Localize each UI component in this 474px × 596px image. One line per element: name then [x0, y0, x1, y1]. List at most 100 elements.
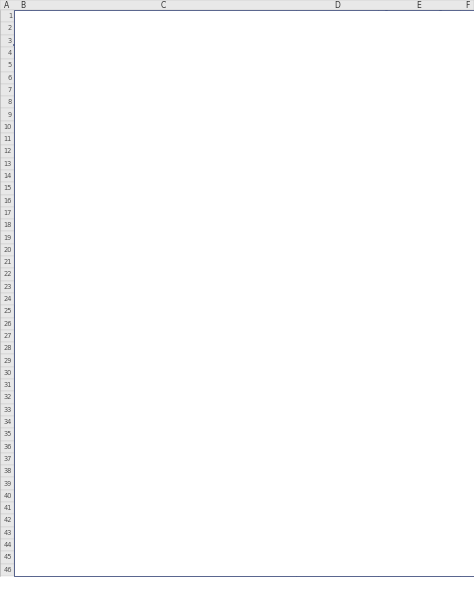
Bar: [0, 392, 14, 403]
Text: Total current liabilities: Total current liabilities: [33, 405, 126, 414]
Bar: [0, 502, 14, 514]
Text: Assets: Assets: [17, 48, 53, 58]
Text: 4,389: 4,389: [350, 504, 374, 513]
Text: Total owner's equity: Total owner's equity: [33, 528, 117, 537]
Bar: [14, 59, 474, 72]
Text: Total Assets: Total Assets: [17, 282, 83, 292]
Text: Deferred income tax: Deferred income tax: [49, 442, 136, 451]
Text: $: $: [302, 282, 309, 292]
Text: -: -: [371, 257, 374, 266]
Bar: [14, 305, 474, 318]
Bar: [14, 330, 474, 342]
Text: 37: 37: [4, 456, 12, 462]
Text: $: $: [302, 209, 307, 218]
Text: 17: 17: [4, 210, 12, 216]
Bar: [0, 514, 14, 527]
Text: 9/29/2008: 9/29/2008: [422, 24, 472, 33]
Text: 28: 28: [3, 345, 12, 351]
Bar: [0, 22, 14, 35]
Text: 8: 8: [8, 100, 12, 105]
Text: Liabilities and Owner's Equity: Liabilities and Owner's Equity: [17, 306, 182, 316]
Text: D: D: [334, 1, 340, 10]
Text: 14,348: 14,348: [345, 209, 374, 218]
Text: 1,208: 1,208: [350, 159, 374, 168]
Text: Current Liabilities: Current Liabilities: [33, 319, 121, 328]
Text: Current portion of long-term debt: Current portion of long-term debt: [49, 393, 190, 402]
Bar: [14, 281, 474, 293]
Bar: [14, 182, 474, 194]
Text: 11,874: 11,874: [345, 73, 374, 82]
Text: $: $: [384, 257, 389, 266]
Text: 7,178: 7,178: [350, 491, 374, 501]
Text: -: -: [453, 135, 456, 144]
Bar: [0, 293, 14, 305]
Text: 11,874: 11,874: [345, 135, 374, 144]
Text: 45: 45: [3, 554, 12, 560]
Bar: [14, 47, 474, 59]
Bar: [14, 207, 474, 219]
Text: 6: 6: [8, 74, 12, 80]
Text: 32: 32: [4, 395, 12, 401]
Text: 44: 44: [3, 542, 12, 548]
Text: Current Assets: Current Assets: [33, 61, 105, 70]
Bar: [14, 35, 474, 47]
Bar: [0, 108, 14, 121]
Text: $: $: [384, 467, 389, 476]
Text: 24: 24: [3, 296, 12, 302]
Bar: [14, 551, 474, 563]
Text: 46: 46: [3, 567, 12, 573]
Bar: [14, 514, 474, 527]
Bar: [0, 355, 14, 367]
Text: Long-term investments: Long-term investments: [49, 159, 147, 168]
Bar: [14, 268, 474, 281]
Text: 2007: 2007: [429, 48, 456, 58]
Bar: [14, 72, 474, 84]
Bar: [14, 121, 474, 133]
Text: 20: 20: [3, 247, 12, 253]
Bar: [14, 465, 474, 477]
Text: Total fixed assets: Total fixed assets: [33, 209, 106, 218]
Text: $: $: [302, 257, 307, 266]
Bar: [0, 256, 14, 268]
Text: 8,060: 8,060: [350, 331, 374, 340]
Bar: [14, 244, 474, 256]
Text: 25: 25: [3, 308, 12, 314]
Text: C: C: [161, 1, 166, 10]
Bar: [0, 551, 14, 563]
Text: F: F: [465, 1, 469, 10]
Text: Owner's Equity: Owner's Equity: [33, 479, 106, 488]
Text: 5: 5: [8, 63, 12, 69]
Bar: [0, 170, 14, 182]
Text: $: $: [384, 552, 391, 563]
Text: 26: 26: [3, 321, 12, 327]
Text: 3,450: 3,450: [350, 467, 374, 476]
Bar: [14, 256, 474, 268]
Text: -: -: [452, 282, 456, 292]
Text: $: $: [384, 528, 389, 537]
Bar: [14, 440, 474, 453]
Text: Owner's investment: Owner's investment: [49, 491, 134, 501]
Bar: [0, 428, 14, 440]
Bar: [14, 108, 474, 121]
Text: Cash: Cash: [49, 73, 70, 82]
Bar: [0, 244, 14, 256]
Text: Long-Term Liabilities: Long-Term Liabilities: [33, 418, 134, 427]
Text: 30: 30: [4, 370, 12, 376]
Bar: [14, 477, 474, 490]
Bar: [0, 133, 14, 145]
Text: $: $: [384, 282, 391, 292]
Bar: [14, 293, 474, 305]
Text: 9: 9: [8, 111, 12, 117]
Bar: [0, 318, 14, 330]
Bar: [0, 379, 14, 392]
Bar: [14, 96, 474, 108]
Text: -: -: [453, 257, 456, 266]
Text: Long-term debt: Long-term debt: [49, 430, 114, 439]
Bar: [0, 145, 14, 157]
Text: Intangible assets: Intangible assets: [49, 196, 121, 205]
Bar: [0, 59, 14, 72]
Text: Deferred income tax: Deferred income tax: [49, 233, 136, 242]
Text: 21: 21: [4, 259, 12, 265]
Text: 4: 4: [8, 50, 12, 56]
Text: $: $: [384, 209, 389, 218]
